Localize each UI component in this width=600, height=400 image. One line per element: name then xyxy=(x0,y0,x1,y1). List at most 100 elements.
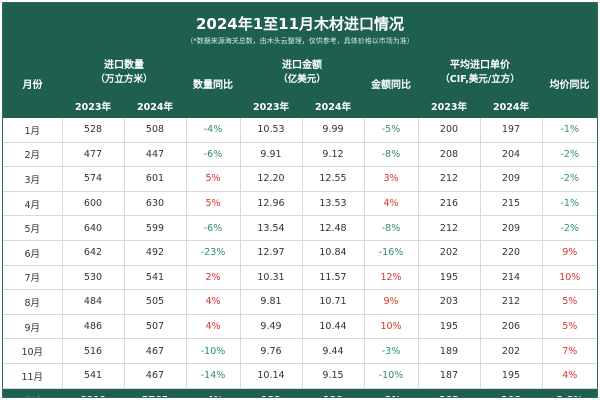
cell-volume-2024: 630 xyxy=(123,191,186,217)
cell-price-2024: 209 xyxy=(479,215,542,241)
cell-month: 11月 xyxy=(3,363,62,389)
cell-amount-2023: 13.54 xyxy=(239,215,302,241)
cell-price-2024: 212 xyxy=(479,289,542,315)
source-note: （*数据来源海关总数，由木头云整理，仅供参考，具体价格以市场为准） xyxy=(186,37,414,45)
cell-month: 7月 xyxy=(3,265,62,291)
cell-volume-yoy: 4% xyxy=(185,289,240,315)
cell-volume-2023: 528 xyxy=(61,118,124,143)
cell-volume-yoy: 2% xyxy=(185,265,240,291)
header-price-2023: 2023年 xyxy=(431,102,467,113)
cell-volume-2024: 492 xyxy=(123,240,186,266)
cell-month: 9月 xyxy=(3,314,62,340)
cell-volume-yoy: 4% xyxy=(185,314,240,340)
cell-price-2024: 220 xyxy=(479,240,542,266)
cell-price-2024: 209 xyxy=(479,166,542,192)
table-row: 5月 640 599 -6% 13.54 12.48 -8% 212 209 -2% xyxy=(3,215,597,241)
cell-volume-2023: 600 xyxy=(61,191,124,217)
header-price-unit: （CIF,美元/立方） xyxy=(440,74,520,85)
cell-price-2024: 195 xyxy=(479,363,542,389)
table-row: 6月 642 492 -23% 12.97 10.84 -16% 202 220 9% xyxy=(3,240,597,266)
cell-amount-yoy: 3% xyxy=(363,166,418,192)
cell-volume-2024: 467 xyxy=(123,363,186,389)
cell-amount-yoy: 12% xyxy=(363,265,418,291)
cell-volume-2023: 530 xyxy=(61,265,124,291)
header-amount-yoy: 金额同比 xyxy=(371,80,411,91)
header-price-2024: 2024年 xyxy=(493,102,529,113)
cell-price-2023: 212 xyxy=(417,215,480,241)
cell-price-2023: 202 xyxy=(417,388,480,397)
cell-price-yoy: -2% xyxy=(541,142,597,168)
cell-price-2024: 208 xyxy=(479,388,542,397)
cell-volume-yoy: -6% xyxy=(185,215,240,241)
cell-price-2023: 200 xyxy=(417,118,480,143)
cell-price-2024: 215 xyxy=(479,191,542,217)
header-month: 月份 xyxy=(22,80,43,91)
cell-price-yoy: 5% xyxy=(541,314,597,340)
cell-volume-yoy: -4% xyxy=(185,118,240,143)
cell-amount-2023: 9.49 xyxy=(239,314,302,340)
header-amount-unit: （亿美元） xyxy=(278,74,326,85)
cell-volume-2024: 467 xyxy=(123,338,186,364)
cell-amount-2023: 9.81 xyxy=(239,289,302,315)
cell-volume-2024: 505 xyxy=(123,289,186,315)
cell-amount-yoy: -3% xyxy=(363,338,418,364)
cell-price-yoy: -1% xyxy=(541,191,597,217)
cell-volume-2023: 642 xyxy=(61,240,124,266)
cell-amount-yoy: -8% xyxy=(363,215,418,241)
cell-volume-yoy: -14% xyxy=(185,363,240,389)
cell-amount-2024: 10.84 xyxy=(301,240,364,266)
cell-month: 3月 xyxy=(3,166,62,192)
cell-price-2023: 202 xyxy=(417,240,480,266)
cell-price-2024: 197 xyxy=(479,118,542,143)
cell-volume-2023: 574 xyxy=(61,166,124,192)
cell-volume-2024: 508 xyxy=(123,118,186,143)
cell-price-yoy: 7% xyxy=(541,338,597,364)
cell-amount-yoy: -5% xyxy=(363,118,418,143)
cell-amount-2023: 10.14 xyxy=(239,363,302,389)
cell-volume-yoy: -6% xyxy=(185,142,240,168)
cell-price-yoy: 2.8% xyxy=(541,388,597,397)
table-row: 10月 516 467 -10% 9.76 9.44 -3% 189 202 7% xyxy=(3,338,597,364)
cell-amount-2024: 13.53 xyxy=(301,191,364,217)
import-data-table: 1月 528 508 -4% 10.53 9.99 -5% 200 197 -1% 2月 477 447… xyxy=(3,118,597,397)
cell-month: 1月 xyxy=(3,118,62,143)
cell-volume-2023: 541 xyxy=(61,363,124,389)
table-row: 8月 484 505 4% 9.81 10.71 9% 203 212 5% xyxy=(3,289,597,315)
cell-price-2023: 216 xyxy=(417,191,480,217)
cell-amount-2023: 9.91 xyxy=(239,142,302,168)
cell-month: 2月 xyxy=(3,142,62,168)
cell-price-2023: 187 xyxy=(417,363,480,389)
cell-volume-2023: 477 xyxy=(61,142,124,168)
cell-price-2024: 206 xyxy=(479,314,542,340)
cell-volume-2023: 640 xyxy=(61,215,124,241)
table-header: 2024年1至11月木材进口情况 （*数据来源海关总数，由木头云整理，仅供参考，… xyxy=(3,3,597,118)
table-row: 1月 528 508 -4% 10.53 9.99 -5% 200 197 -1% xyxy=(3,118,597,143)
header-volume-2024: 2024年 xyxy=(137,102,173,113)
cell-amount-2024: 9.15 xyxy=(301,363,364,389)
cell-month: 8月 xyxy=(3,289,62,315)
cell-month: 10月 xyxy=(3,338,62,364)
cell-amount-yoy: 4% xyxy=(363,191,418,217)
table-body: 1月 528 508 -4% 10.53 9.99 -5% 200 197 -1% 2月 477 447… xyxy=(3,118,597,397)
cell-price-2023: 189 xyxy=(417,338,480,364)
cell-amount-yoy: -8% xyxy=(363,142,418,168)
cell-amount-2024: 9.44 xyxy=(301,338,364,364)
table-row: 4月 600 630 5% 12.96 13.53 4% 216 215 -1% xyxy=(3,191,597,217)
cell-month: 合计 xyxy=(3,388,62,397)
cell-volume-yoy: -10% xyxy=(185,338,240,364)
cell-amount-2023: 122 xyxy=(239,388,302,397)
cell-price-2023: 212 xyxy=(417,166,480,192)
header-volume-yoy: 数量同比 xyxy=(193,80,233,91)
cell-amount-yoy: -10% xyxy=(363,363,418,389)
header-volume-2023: 2023年 xyxy=(75,102,111,113)
cell-month: 4月 xyxy=(3,191,62,217)
cell-amount-2023: 12.97 xyxy=(239,240,302,266)
cell-volume-2023: 486 xyxy=(61,314,124,340)
cell-volume-yoy: 5% xyxy=(185,166,240,192)
cell-price-yoy: 10% xyxy=(541,265,597,291)
cell-price-yoy: 4% xyxy=(541,363,597,389)
cell-volume-2023: 484 xyxy=(61,289,124,315)
cell-amount-2023: 9.76 xyxy=(239,338,302,364)
table-row: 2月 477 447 -6% 9.91 9.12 -8% 208 204 -2% xyxy=(3,142,597,168)
